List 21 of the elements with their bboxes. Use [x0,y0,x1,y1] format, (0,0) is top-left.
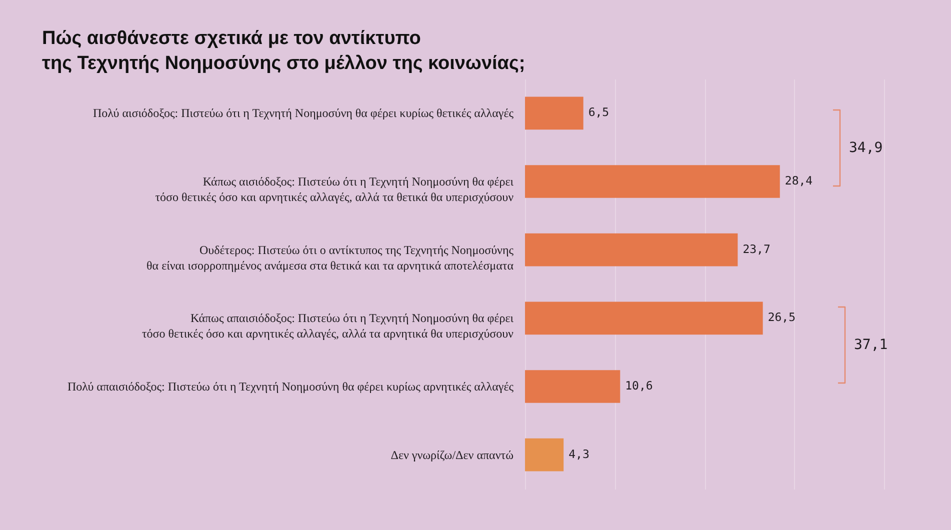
bar [525,438,564,472]
data-label: 23,7 [742,242,770,256]
y-tick-label: Πολύ αισιόδοξος: Πιστεύω ότι η Τεχνητή Νοημοσύνη θα φέρει κυρίως θετικές αλλαγές [93,106,514,120]
annotation: 34,9 [849,140,883,156]
y-tick-label: Κάπως αισιόδοξος: Πιστεύω ότι η Τεχνητή Νοημοσύνη θα φέρει τόσο θετικές όσο και αρνητικές αλλαγές, αλλά τα θετικά θα υπερισχύσουν [155,174,514,204]
y-tick-label: Κάπως απαισιόδοξος: Πιστεύω ότι η Τεχνητή Νοημοσύνη θα φέρει τόσο θετικές όσο και αρνητικές αλλαγές, αλλά τα αρνητικά θα υπερισχύσουν [142,311,514,341]
y-tick-label: Πολύ απαισιόδοξος: Πιστεύω ότι η Τεχνητή Νοημοσύνη θα φέρει κυρίως αρνητικές αλλαγές [67,380,514,394]
text: Πώς αισθάνεστε σχετικά με τον αντίκτυπο της Τεχνητής Νοημοσύνης στο μέλλον της κοινωνίας; [42,28,526,74]
bar [525,302,763,335]
bar [525,165,780,198]
data-label: 28,4 [784,174,813,188]
data-label: 6,5 [588,105,610,120]
data-label: 26,5 [768,310,796,324]
bar [525,96,584,130]
y-tick-label: Ουδέτερος: Πιστεύω ότι ο αντίκτυπος της Τεχνητής Νοημοσύνης θα είναι ισορροπημένος ανάμεσα στα θετικά και τα αρνητικά αποτελέσματα [146,242,514,272]
annotation: 37,1 [854,337,888,353]
data-label: 10,6 [625,378,653,392]
bar [525,370,620,403]
y-tick-label: Δεν γνωρίζω/Δεν απαντώ [390,448,514,462]
bar [525,233,738,266]
data-label: 4,3 [568,446,590,461]
